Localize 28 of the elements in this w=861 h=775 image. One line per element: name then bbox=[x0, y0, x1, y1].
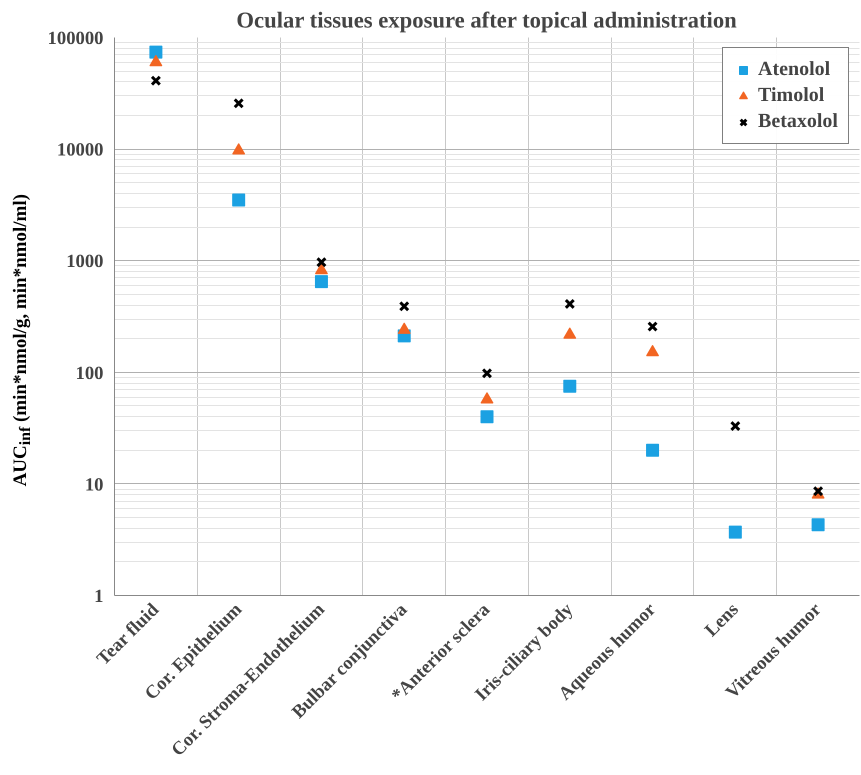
legend-label: Betaxolol bbox=[758, 110, 838, 133]
point bbox=[647, 321, 658, 332]
point bbox=[232, 193, 246, 206]
point bbox=[728, 526, 742, 539]
point bbox=[563, 380, 576, 393]
legend-label: Atenolol bbox=[758, 58, 830, 81]
point bbox=[316, 256, 327, 268]
point bbox=[314, 275, 328, 288]
chart-title: Ocular tissues exposure after topical administration bbox=[236, 8, 738, 32]
point bbox=[564, 298, 576, 310]
point bbox=[150, 75, 162, 86]
point bbox=[730, 420, 741, 432]
y-tick-label: 1 bbox=[94, 586, 104, 607]
point bbox=[480, 392, 494, 404]
point bbox=[233, 98, 244, 109]
y-tick-label: 10 bbox=[84, 474, 104, 496]
point bbox=[646, 444, 660, 457]
y-tick-label: 1000 bbox=[66, 251, 104, 272]
point bbox=[398, 300, 410, 312]
point bbox=[480, 410, 494, 424]
y-tick-label: 100 bbox=[76, 362, 104, 384]
point bbox=[232, 143, 246, 155]
legend-label: Timolol bbox=[758, 84, 824, 107]
y-tick-label: 10000 bbox=[56, 140, 104, 161]
point bbox=[812, 518, 825, 532]
y-tick-label: 100000 bbox=[48, 28, 104, 49]
point bbox=[482, 368, 492, 379]
point bbox=[149, 46, 162, 59]
